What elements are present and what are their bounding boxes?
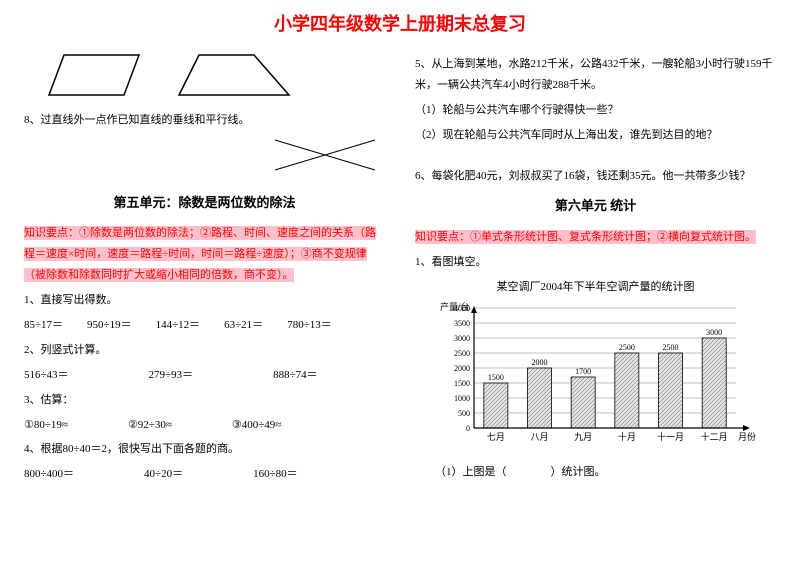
question-7: 1、看图填空。 [415,252,776,273]
svg-text:十月: 十月 [617,431,635,442]
question-5: 5、从上海到某地，水路212千米，公路432千米，一艘轮船3小时行驶159千米，… [415,54,776,96]
svg-text:十一月: 十一月 [656,431,683,442]
section-6-title: 第六单元 统计 [415,194,776,219]
svg-text:2000: 2000 [454,364,470,373]
section-5-title: 第五单元：除数是两位数的除法 [24,191,385,216]
question-7a: （1）上图是（ ）统计图。 [435,462,776,483]
two-column-layout: 8、过直线外一点作已知直线的垂线和平行线。 第五单元：除数是两位数的除法 知识要… [24,50,776,489]
svg-text:0: 0 [466,424,470,433]
q2-items: 516÷43＝ 279÷93＝ 888÷74＝ [24,365,385,386]
q3-items: ①80÷19≈ ②92÷30≈ ③400÷49≈ [24,415,385,436]
trapezoid-shape [174,50,294,100]
svg-text:3000: 3000 [454,334,470,343]
problem-8: 8、过直线外一点作已知直线的垂线和平行线。 [24,110,385,131]
svg-text:3500: 3500 [454,319,470,328]
svg-text:2000: 2000 [531,358,547,367]
q1-item: 780÷13＝ [287,315,332,336]
svg-text:八月: 八月 [530,432,548,442]
svg-text:1500: 1500 [487,373,503,382]
left-column: 8、过直线外一点作已知直线的垂线和平行线。 第五单元：除数是两位数的除法 知识要… [24,50,385,489]
question-1: 1、直接写出得数。 [24,290,385,311]
bar-chart: 050010001500200025003000350040001500七月20… [415,300,776,458]
question-5a: （1）轮船与公共汽车哪个行驶得快一些？ [415,100,776,121]
q3-item: ②92÷30≈ [128,415,172,436]
question-5b: （2）现在轮船与公共汽车同时从上海出发，谁先到达目的地？ [415,125,776,146]
parallelogram-shape [44,50,144,100]
svg-text:1000: 1000 [454,394,470,403]
q2-item: 279÷93＝ [149,365,194,386]
svg-text:1500: 1500 [454,379,470,388]
question-3: 3、估算： [24,390,385,411]
q1-item: 950÷19＝ [87,315,132,336]
q2-item: 888÷74＝ [273,365,318,386]
q4-item: 40÷20＝ [144,464,183,485]
q1-items: 85÷17＝ 950÷19＝ 144÷12＝ 63÷21＝ 780÷13＝ [24,315,385,336]
svg-text:产量/台: 产量/台 [440,301,470,312]
svg-text:九月: 九月 [574,432,592,442]
knowledge-points-5: 知识要点：①除数是两位数的除法；②路程、时间、速度之间的关系（路程＝速度×时间，… [24,223,385,286]
svg-text:2500: 2500 [454,349,470,358]
svg-text:3000: 3000 [706,328,722,337]
svg-text:月份: 月份 [738,431,756,442]
shapes-row [44,50,385,100]
question-6: 6、每袋化肥40元，刘叔叔买了16袋，钱还剩35元。他一共带多少钱？ [415,166,776,187]
knowledge-points-6: 知识要点：①单式条形统计图、复式条形统计图；②横向复式统计图。 [415,227,776,248]
q1-item: 144÷12＝ [156,315,201,336]
svg-text:七月: 七月 [486,432,504,442]
q2-item: 516÷43＝ [24,365,69,386]
line-figure [24,135,385,183]
question-2: 2、列竖式计算。 [24,340,385,361]
q3-item: ③400÷49≈ [232,415,281,436]
question-4: 4、根据80÷40＝2，很快写出下面各题的商。 [24,439,385,460]
svg-text:500: 500 [458,409,470,418]
page-title: 小学四年级数学上册期末总复习 [24,10,776,36]
q4-items: 800÷400＝ 40÷20＝ 160÷80＝ [24,464,385,485]
q4-item: 800÷400＝ [24,464,74,485]
svg-text:十二月: 十二月 [700,431,727,442]
svg-text:1700: 1700 [575,367,591,376]
right-column: 5、从上海到某地，水路212千米，公路432千米，一艘轮船3小时行驶159千米，… [415,50,776,489]
svg-text:2500: 2500 [618,343,634,352]
chart-title: 某空调厂2004年下半年空调产量的统计图 [415,277,776,298]
q4-item: 160÷80＝ [253,464,298,485]
q1-item: 63÷21＝ [224,315,263,336]
q3-item: ①80÷19≈ [24,415,68,436]
q1-item: 85÷17＝ [24,315,63,336]
svg-text:2500: 2500 [662,343,678,352]
